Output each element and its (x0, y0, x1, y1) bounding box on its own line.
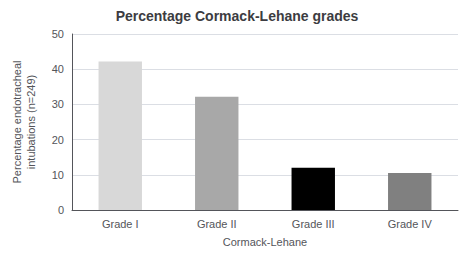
svg-text:40: 40 (52, 63, 64, 75)
svg-text:Grade III: Grade III (292, 218, 335, 230)
svg-text:10: 10 (52, 169, 64, 181)
svg-text:intubations (n=249): intubations (n=249) (25, 75, 37, 169)
svg-text:Grade I: Grade I (102, 218, 139, 230)
svg-text:Percentage endotracheal: Percentage endotracheal (11, 61, 23, 184)
svg-text:Cormack-Lehane: Cormack-Lehane (223, 236, 307, 248)
svg-text:30: 30 (52, 98, 64, 110)
svg-text:0: 0 (58, 204, 64, 216)
svg-text:50: 50 (52, 28, 64, 40)
svg-text:20: 20 (52, 134, 64, 146)
svg-text:Percentage Cormack-Lehane grad: Percentage Cormack-Lehane grades (116, 8, 359, 24)
svg-text:Grade IV: Grade IV (388, 218, 433, 230)
svg-text:Grade II: Grade II (197, 218, 237, 230)
